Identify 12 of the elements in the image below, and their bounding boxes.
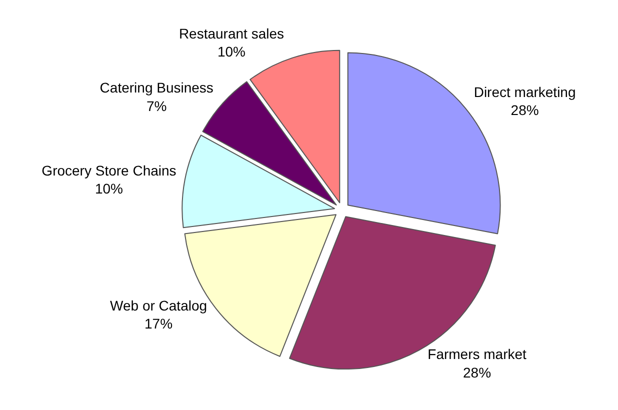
data-label: 28% xyxy=(463,364,492,380)
slice-label: Farmers market xyxy=(428,346,527,362)
data-label: 10% xyxy=(217,43,246,60)
data-label: 28% xyxy=(510,102,539,118)
slice-label: Grocery Store Chains xyxy=(42,162,176,178)
data-label: 7% xyxy=(146,98,167,114)
slice-label: Web or Catalog xyxy=(110,297,208,314)
slice-label: Direct marketing xyxy=(474,84,576,100)
data-label: 17% xyxy=(144,316,173,332)
slice-label: Restaurant sales xyxy=(178,25,284,42)
data-label: 10% xyxy=(94,180,123,197)
slice-label: Catering Business xyxy=(100,80,214,96)
